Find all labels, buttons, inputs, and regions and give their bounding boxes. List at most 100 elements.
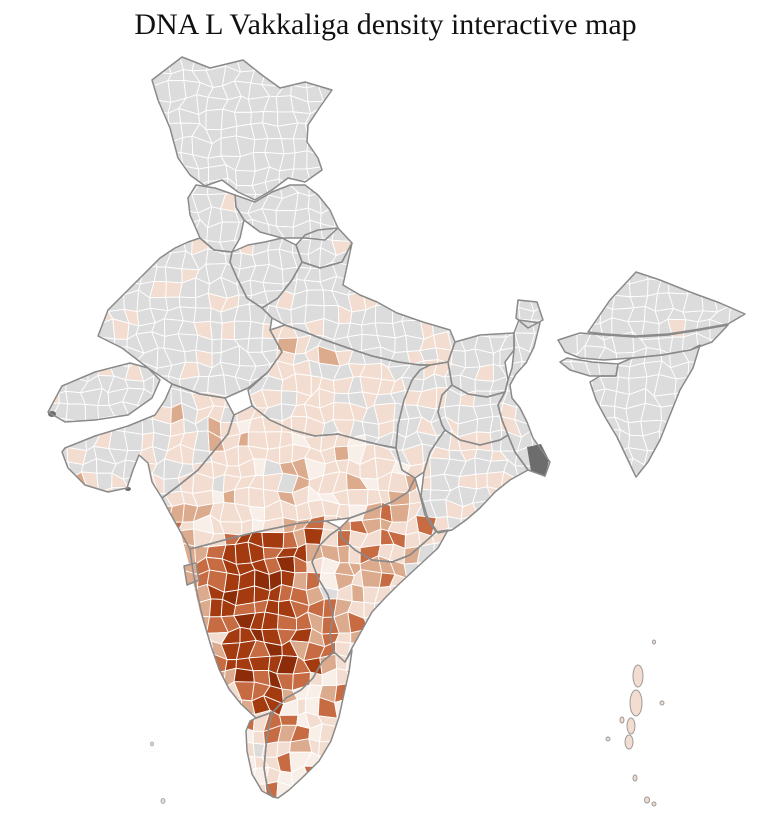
island[interactable] <box>626 717 636 735</box>
district[interactable] <box>348 250 367 269</box>
district[interactable] <box>252 730 266 745</box>
district[interactable] <box>279 443 294 465</box>
district[interactable] <box>333 392 351 404</box>
island[interactable] <box>629 689 643 717</box>
island[interactable] <box>659 700 665 706</box>
district[interactable] <box>404 531 421 550</box>
district[interactable] <box>658 430 675 451</box>
district[interactable] <box>308 178 320 197</box>
district[interactable] <box>178 296 197 309</box>
district[interactable] <box>123 459 142 480</box>
island[interactable] <box>651 801 657 807</box>
district[interactable] <box>697 346 719 364</box>
district[interactable] <box>361 322 378 336</box>
islands-layer[interactable] <box>150 639 665 807</box>
district[interactable] <box>389 583 408 605</box>
district[interactable] <box>150 57 172 75</box>
district[interactable] <box>51 416 68 438</box>
district[interactable] <box>164 266 183 284</box>
district[interactable] <box>114 338 128 348</box>
district[interactable] <box>475 472 488 490</box>
district[interactable] <box>205 108 224 131</box>
district[interactable] <box>193 307 212 324</box>
district[interactable] <box>334 698 355 719</box>
island[interactable] <box>624 734 634 750</box>
district[interactable] <box>318 108 340 128</box>
district[interactable] <box>234 486 250 507</box>
district[interactable] <box>280 390 298 407</box>
district[interactable] <box>375 295 395 307</box>
island[interactable] <box>632 774 638 782</box>
district[interactable] <box>211 338 222 354</box>
district[interactable] <box>221 320 236 341</box>
district[interactable] <box>374 303 393 324</box>
district[interactable] <box>236 767 257 788</box>
district[interactable] <box>351 583 365 603</box>
district[interactable] <box>346 489 369 506</box>
district[interactable] <box>280 138 296 155</box>
district[interactable] <box>152 121 170 145</box>
island[interactable] <box>605 736 611 742</box>
district[interactable] <box>141 249 158 268</box>
district[interactable] <box>279 714 299 726</box>
district[interactable] <box>109 280 125 296</box>
district[interactable] <box>44 378 60 395</box>
district[interactable] <box>668 277 689 295</box>
district[interactable] <box>209 598 223 618</box>
district[interactable] <box>150 233 172 254</box>
district[interactable] <box>209 321 223 341</box>
district[interactable] <box>264 431 282 450</box>
district[interactable] <box>278 67 297 88</box>
district[interactable] <box>516 387 536 408</box>
district[interactable] <box>600 429 621 453</box>
district[interactable] <box>124 379 145 390</box>
district[interactable] <box>261 531 285 549</box>
district[interactable] <box>337 544 350 564</box>
districts-layer[interactable] <box>38 54 745 800</box>
district[interactable] <box>233 667 255 683</box>
district[interactable] <box>247 337 263 353</box>
island-speck[interactable] <box>160 798 166 804</box>
district[interactable] <box>123 431 144 452</box>
district[interactable] <box>248 486 266 509</box>
district[interactable] <box>472 390 491 408</box>
district[interactable] <box>250 111 265 125</box>
district[interactable] <box>335 653 349 671</box>
island-speck[interactable] <box>150 741 154 747</box>
district[interactable] <box>223 572 241 593</box>
district[interactable] <box>336 716 355 730</box>
district[interactable] <box>264 138 285 155</box>
district[interactable] <box>261 611 279 631</box>
district[interactable] <box>492 349 501 367</box>
district[interactable] <box>275 210 297 228</box>
district[interactable] <box>303 765 327 783</box>
district[interactable] <box>616 364 631 379</box>
district[interactable] <box>149 504 173 523</box>
district[interactable] <box>262 282 284 292</box>
island[interactable] <box>644 796 650 804</box>
district[interactable] <box>389 503 411 523</box>
district[interactable] <box>472 499 493 519</box>
district[interactable] <box>293 150 308 170</box>
district[interactable] <box>233 320 252 341</box>
district[interactable] <box>290 168 310 186</box>
district[interactable] <box>248 320 264 339</box>
district[interactable] <box>248 655 271 672</box>
district[interactable] <box>394 334 408 354</box>
district[interactable] <box>211 670 226 689</box>
district[interactable] <box>360 569 383 588</box>
island[interactable] <box>619 716 625 724</box>
district[interactable] <box>585 303 602 326</box>
district[interactable] <box>529 350 550 364</box>
district[interactable] <box>93 289 111 312</box>
district[interactable] <box>519 361 536 377</box>
district[interactable] <box>305 289 325 307</box>
district[interactable] <box>336 668 354 686</box>
district[interactable] <box>184 349 198 363</box>
district[interactable] <box>261 741 279 758</box>
district[interactable] <box>457 317 479 336</box>
district[interactable] <box>348 544 361 565</box>
district[interactable] <box>211 489 225 505</box>
